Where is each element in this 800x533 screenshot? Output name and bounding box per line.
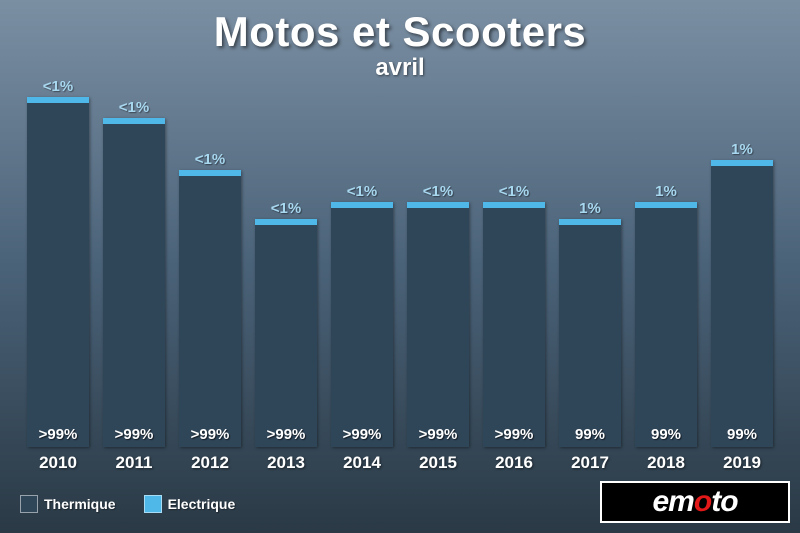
logo-char: m xyxy=(668,485,694,519)
bar-year-label: 2014 xyxy=(343,453,381,473)
bar-elec-label: <1% xyxy=(347,183,377,200)
legend-item-thermique: Thermique xyxy=(20,495,116,513)
bar-segment-thermique: 99% xyxy=(711,166,773,447)
chart-subtitle: avril xyxy=(0,54,800,82)
bar: >99% xyxy=(331,202,393,447)
bar-year-label: 2010 xyxy=(39,453,77,473)
bar: >99% xyxy=(27,97,89,447)
bar-year-label: 2011 xyxy=(116,453,153,473)
bar-elec-label: <1% xyxy=(271,200,301,217)
bar-segment-thermique: >99% xyxy=(331,208,393,447)
legend: Thermique Electrique xyxy=(20,495,235,513)
bar-therm-label: 99% xyxy=(727,426,757,447)
bar-segment-thermique: >99% xyxy=(255,225,317,447)
bar-therm-label: 99% xyxy=(651,426,681,447)
bar-year-label: 2015 xyxy=(419,453,457,473)
bar: 99% xyxy=(635,202,697,447)
legend-swatch-thermique xyxy=(20,495,38,513)
logo-char: o xyxy=(694,485,711,519)
bar-elec-label: <1% xyxy=(43,78,73,95)
bar-wrap: <1% >99% 2011 xyxy=(99,99,169,473)
logo-char: e xyxy=(652,485,668,519)
logo-emoto: emoto xyxy=(600,481,790,523)
bar-year-label: 2016 xyxy=(495,453,533,473)
bar-therm-label: >99% xyxy=(191,426,230,447)
bar-segment-thermique: 99% xyxy=(635,208,697,447)
legend-swatch-electrique xyxy=(144,495,162,513)
bar: >99% xyxy=(103,118,165,447)
bar-wrap: <1% >99% 2013 xyxy=(251,200,321,473)
logo-char: t xyxy=(711,485,720,519)
bar-wrap: <1% >99% 2014 xyxy=(327,183,397,473)
bar: >99% xyxy=(483,202,545,447)
bar-segment-thermique: >99% xyxy=(103,124,165,447)
bar-elec-label: 1% xyxy=(731,141,753,158)
bar-wrap: 1% 99% 2019 xyxy=(707,141,777,473)
bar: >99% xyxy=(179,170,241,447)
bar-therm-label: >99% xyxy=(343,426,382,447)
bar: 99% xyxy=(559,219,621,447)
logo-char: o xyxy=(720,485,737,519)
bar: >99% xyxy=(407,202,469,447)
chart-area: <1% >99% 2010 <1% >99% 2011 <1% >99% 2012 <1% >99%… xyxy=(20,95,780,473)
bar-year-label: 2019 xyxy=(723,453,761,473)
chart-title: Motos et Scooters xyxy=(0,0,800,56)
bar-therm-label: >99% xyxy=(495,426,534,447)
bar-elec-label: <1% xyxy=(423,183,453,200)
bar: 99% xyxy=(711,160,773,447)
legend-label: Electrique xyxy=(168,496,236,512)
legend-label: Thermique xyxy=(44,496,116,512)
bar: >99% xyxy=(255,219,317,447)
bar-segment-thermique: >99% xyxy=(27,103,89,447)
bar-segment-thermique: 99% xyxy=(559,225,621,447)
bar-elec-label: 1% xyxy=(579,200,601,217)
bar-therm-label: >99% xyxy=(419,426,458,447)
bar-year-label: 2017 xyxy=(571,453,609,473)
bar-wrap: <1% >99% 2010 xyxy=(23,78,93,473)
bar-therm-label: >99% xyxy=(267,426,306,447)
legend-item-electrique: Electrique xyxy=(144,495,236,513)
bar-elec-label: <1% xyxy=(195,151,225,168)
bar-therm-label: 99% xyxy=(575,426,605,447)
bar-wrap: 1% 99% 2018 xyxy=(631,183,701,473)
bar-year-label: 2012 xyxy=(191,453,229,473)
bar-wrap: 1% 99% 2017 xyxy=(555,200,625,473)
bar-elec-label: <1% xyxy=(499,183,529,200)
bar-therm-label: >99% xyxy=(39,426,78,447)
bar-year-label: 2018 xyxy=(647,453,685,473)
bar-elec-label: <1% xyxy=(119,99,149,116)
bar-wrap: <1% >99% 2015 xyxy=(403,183,473,473)
bar-therm-label: >99% xyxy=(115,426,154,447)
bar-segment-thermique: >99% xyxy=(407,208,469,447)
bar-segment-thermique: >99% xyxy=(179,176,241,447)
bar-wrap: <1% >99% 2016 xyxy=(479,183,549,473)
bar-segment-thermique: >99% xyxy=(483,208,545,447)
bar-wrap: <1% >99% 2012 xyxy=(175,151,245,473)
bar-elec-label: 1% xyxy=(655,183,677,200)
bar-year-label: 2013 xyxy=(267,453,305,473)
